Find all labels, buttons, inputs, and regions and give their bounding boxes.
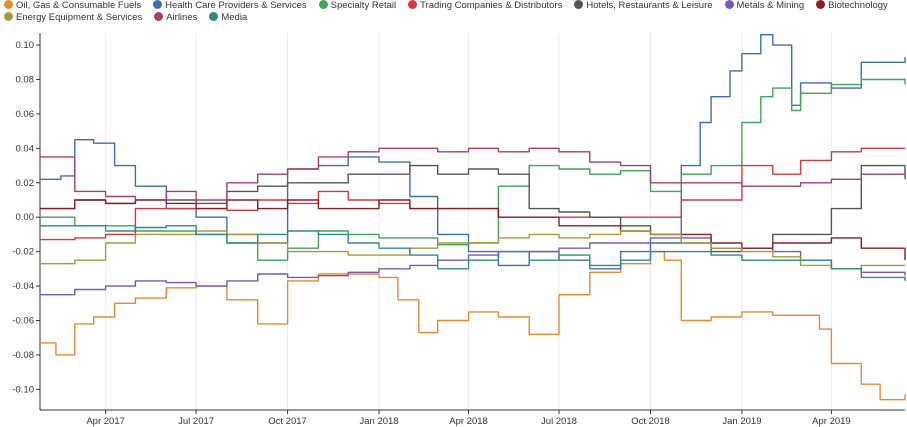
legend-swatch-icon (724, 0, 734, 9)
y-tick-label: -0.10 (12, 384, 34, 395)
legend-label: Trading Companies & Distributors (420, 0, 563, 11)
legend-swatch-icon (209, 12, 219, 21)
legend-swatch-icon (318, 0, 328, 9)
y-tick-label: 0.00 (16, 212, 35, 223)
legend-label: Biotechnology (828, 0, 888, 11)
legend-swatch-icon (4, 12, 13, 21)
legend-swatch-icon (153, 0, 163, 9)
legend-label: Specialty Retail (330, 0, 397, 11)
legend-item[interactable]: Media (209, 12, 247, 24)
series-lines (40, 34, 906, 401)
legend-item[interactable]: Trading Companies & Distributors (408, 0, 562, 12)
series-line[interactable] (40, 225, 906, 281)
x-tick-label: Apr 2017 (86, 416, 125, 427)
legend-item[interactable]: Health Care Providers & Services (153, 0, 307, 12)
y-tick-label: 0.10 (16, 40, 35, 51)
x-tick-label: Oct 2018 (631, 416, 670, 427)
series-line[interactable] (40, 250, 906, 401)
legend-label: Airlines (166, 12, 198, 23)
legend-item[interactable]: Biotechnology (816, 0, 888, 12)
y-tick-label: -0.04 (12, 281, 34, 292)
x-tick-label: Jul 2018 (541, 416, 577, 427)
legend-label: Metals & Mining (736, 0, 805, 11)
legend-label: Media (221, 12, 248, 23)
legend-label: Health Care Providers & Services (165, 0, 307, 11)
legend-label: Hotels, Restaurants & Leisure (586, 0, 713, 11)
series-line[interactable] (40, 34, 906, 270)
axes: Apr 2017 Jul 2017 Oct 2017 Jan 2018 Apr 2018… (12, 33, 905, 427)
legend-swatch-icon (408, 0, 418, 9)
y-tick-label: 0.02 (16, 178, 35, 189)
y-tick-label: 0.06 (16, 109, 35, 120)
grid (105, 33, 832, 410)
legend-label: Oil, Gas & Consumable Fuels (16, 0, 142, 11)
series-line[interactable] (40, 78, 906, 261)
x-tick-label: Jan 2018 (359, 416, 398, 427)
x-tick-label: Apr 2019 (812, 416, 851, 427)
x-tick-label: Jan 2019 (722, 416, 761, 427)
legend: Oil, Gas & Consumable Fuels Health Care P… (0, 0, 907, 24)
legend-swatch-icon (154, 12, 164, 21)
y-tick-label: -0.08 (12, 350, 34, 361)
legend-item[interactable]: Metals & Mining (724, 0, 805, 12)
x-tick-label: Oct 2017 (268, 416, 307, 427)
legend-label: Energy Equipment & Services (16, 12, 143, 23)
legend-swatch-icon (574, 0, 584, 9)
legend-item[interactable]: Hotels, Restaurants & Leisure (574, 0, 713, 12)
series-line[interactable] (40, 147, 906, 201)
x-tick-label: Jul 2017 (178, 416, 214, 427)
series-line[interactable] (40, 230, 905, 270)
legend-row: Oil, Gas & Consumable Fuels Health Care P… (4, 0, 900, 12)
series-line[interactable] (40, 199, 906, 261)
x-tick-label: Apr 2018 (449, 416, 488, 427)
y-tick-label: 0.04 (16, 143, 35, 154)
legend-item[interactable]: Specialty Retail (318, 0, 397, 12)
y-tick-label: -0.06 (12, 315, 34, 326)
legend-swatch-icon (4, 0, 13, 9)
legend-item[interactable]: Oil, Gas & Consumable Fuels (4, 0, 141, 12)
legend-item[interactable]: Energy Equipment & Services (4, 12, 142, 24)
y-tick-label: 0.08 (16, 74, 35, 85)
legend-swatch-icon (816, 0, 826, 9)
y-tick-label: -0.02 (12, 247, 34, 258)
legend-item[interactable]: Airlines (154, 12, 197, 24)
legend-row: Energy Equipment & Services Airlines Media (4, 12, 259, 24)
series-line[interactable] (40, 237, 906, 296)
